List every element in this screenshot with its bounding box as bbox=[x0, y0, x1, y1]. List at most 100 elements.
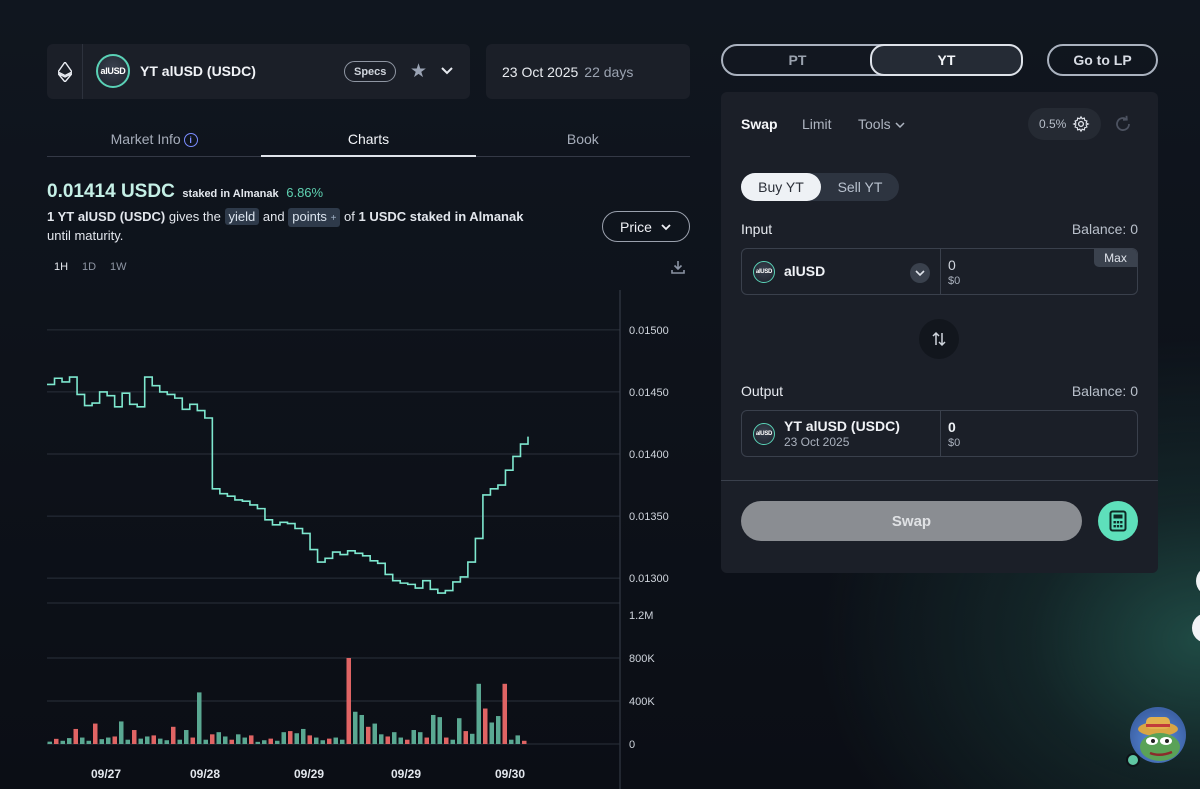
output-token: alUSD bbox=[753, 423, 775, 445]
volume-bar bbox=[489, 722, 494, 744]
volume-bar bbox=[359, 714, 364, 744]
price-volume-chart[interactable]: 0.01500 0.01450 0.01400 0.01350 0.01300 1.2M 8… bbox=[0, 290, 700, 789]
swap-button[interactable]: Swap bbox=[741, 501, 1082, 541]
volume-bar bbox=[444, 737, 449, 744]
swap-arrows-icon bbox=[932, 331, 946, 347]
volume-bar bbox=[301, 728, 306, 744]
tab-label: Market Info bbox=[110, 131, 181, 147]
volume-bar bbox=[177, 739, 182, 744]
star-icon[interactable]: ★ bbox=[410, 61, 428, 82]
refresh-icon[interactable] bbox=[1113, 114, 1133, 134]
info-icon[interactable]: i bbox=[183, 133, 198, 147]
points-chip: points + bbox=[288, 208, 341, 227]
tab-label: Book bbox=[566, 131, 599, 147]
token-logo: alUSD bbox=[96, 54, 130, 88]
x-tick-label: 09/27 bbox=[91, 767, 121, 781]
go-to-lp-button[interactable]: Go to LP bbox=[1047, 44, 1158, 76]
volume-bar bbox=[385, 736, 390, 744]
x-tick-label: 09/29 bbox=[391, 767, 421, 781]
volume-bar bbox=[216, 732, 221, 744]
volume-tick-label: 0 bbox=[629, 739, 635, 751]
chart-type-dropdown[interactable]: Price bbox=[602, 211, 690, 242]
chevron-down-icon[interactable] bbox=[440, 62, 454, 80]
interval-1d[interactable]: 1D bbox=[82, 261, 97, 273]
token-select-chevron[interactable] bbox=[910, 263, 930, 283]
volume-bar bbox=[223, 736, 228, 744]
floating-widget-button[interactable] bbox=[1196, 566, 1200, 596]
swap-direction-button[interactable] bbox=[919, 319, 959, 359]
volume-tick-label: 400K bbox=[629, 696, 655, 708]
volume-bar bbox=[405, 739, 410, 744]
volume-bar bbox=[320, 740, 325, 744]
tab-label: Charts bbox=[347, 131, 390, 147]
toggle-pt[interactable]: PT bbox=[788, 52, 807, 68]
download-icon[interactable] bbox=[670, 259, 686, 275]
volume-bar bbox=[333, 737, 338, 744]
buy-yt-button[interactable]: Buy YT bbox=[741, 173, 821, 201]
volume-bar bbox=[119, 721, 124, 744]
volume-bar bbox=[314, 737, 319, 744]
slippage-value: 0.5% bbox=[1039, 117, 1067, 131]
desc-underlying: 1 USDC staked in Almanak bbox=[358, 209, 524, 224]
sell-yt-button[interactable]: Sell YT bbox=[837, 179, 883, 195]
input-label: Input bbox=[741, 221, 773, 237]
ethereum-icon bbox=[57, 61, 72, 82]
toggle-yt[interactable]: YT bbox=[870, 44, 1023, 76]
market-name: YT alUSD (USDC) bbox=[140, 63, 256, 79]
tab-charts[interactable]: Charts bbox=[261, 127, 476, 157]
volume-bar bbox=[366, 726, 371, 744]
volume-bar bbox=[392, 732, 397, 744]
input-balance: Balance: 0 bbox=[1071, 221, 1138, 237]
volume-bar bbox=[411, 730, 416, 744]
dropdown-label: Price bbox=[620, 218, 652, 235]
volume-tick-label: 800K bbox=[629, 653, 655, 665]
tab-book[interactable]: Book bbox=[476, 127, 690, 156]
pt-yt-toggle: PT YT bbox=[721, 44, 1023, 76]
mode-tools[interactable]: Tools bbox=[858, 116, 905, 132]
output-token-name: YT alUSD (USDC) bbox=[784, 418, 900, 434]
volume-bar bbox=[236, 734, 241, 744]
volume-bar bbox=[60, 740, 65, 744]
output-balance: Balance: 0 bbox=[1071, 383, 1138, 399]
market-header[interactable]: alUSD YT alUSD (USDC) Specs ★ bbox=[47, 44, 470, 99]
volume-bar bbox=[86, 740, 91, 744]
volume-bar bbox=[431, 714, 436, 744]
volume-bar bbox=[47, 741, 52, 744]
volume-bar bbox=[450, 739, 455, 744]
volume-tick-label: 1.2M bbox=[629, 610, 653, 622]
input-token-selector[interactable]: alUSD bbox=[753, 261, 775, 283]
volume-bar bbox=[262, 740, 267, 744]
volume-bar bbox=[125, 739, 130, 744]
calculator-button[interactable] bbox=[1098, 501, 1138, 541]
desc-gives: gives the bbox=[168, 209, 221, 224]
volume-bar bbox=[437, 717, 442, 744]
volume-bar bbox=[398, 737, 403, 744]
x-tick-label: 09/29 bbox=[294, 767, 324, 781]
volume-bar bbox=[80, 737, 85, 744]
specs-button[interactable]: Specs bbox=[344, 61, 397, 82]
tab-market-info[interactable]: Market Info i bbox=[47, 127, 261, 156]
interval-1w[interactable]: 1W bbox=[110, 261, 127, 273]
output-token-maturity: 23 Oct 2025 bbox=[784, 435, 850, 449]
mode-limit[interactable]: Limit bbox=[802, 116, 832, 132]
volume-bar bbox=[112, 736, 117, 744]
max-button[interactable]: Max bbox=[1094, 249, 1137, 267]
volume-bar bbox=[294, 733, 299, 744]
days-left: 22 days bbox=[584, 63, 634, 80]
volume-bar bbox=[502, 683, 507, 744]
chain-selector[interactable] bbox=[47, 44, 83, 99]
volume-bar bbox=[353, 711, 358, 744]
volume-bar bbox=[190, 737, 195, 744]
input-amount-field[interactable]: 0 bbox=[948, 257, 956, 273]
chevron-down-icon bbox=[895, 122, 905, 129]
floating-widget-button[interactable] bbox=[1192, 613, 1200, 643]
mode-swap[interactable]: Swap bbox=[741, 116, 778, 132]
interval-1h[interactable]: 1H bbox=[54, 261, 69, 273]
avatar[interactable] bbox=[1130, 707, 1186, 763]
price-description: 1 YT alUSD (USDC) gives the yield and po… bbox=[47, 208, 587, 244]
maturity-date: 23 Oct 2025 bbox=[502, 63, 579, 80]
volume-bar bbox=[496, 716, 501, 744]
slippage-setting[interactable]: 0.5% bbox=[1028, 108, 1101, 140]
volume-bar bbox=[307, 735, 312, 744]
input-token-name[interactable]: alUSD bbox=[784, 263, 826, 279]
